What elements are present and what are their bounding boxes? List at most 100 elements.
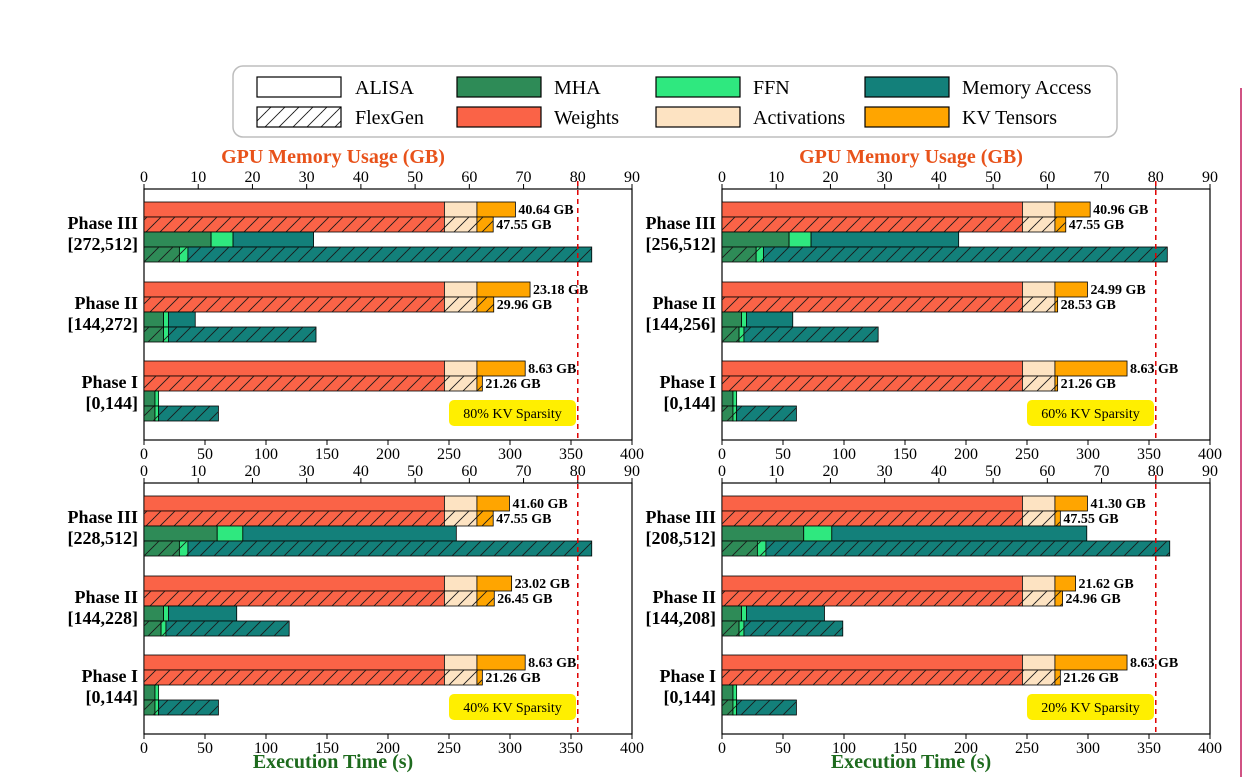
- memory-bar-label: 21.26 GB: [1061, 377, 1116, 392]
- memory-tick-label: 60: [461, 169, 477, 186]
- memory-bar-activations-alisa: [1021, 654, 1056, 671]
- memory-tick-label: 70: [1094, 169, 1110, 186]
- time-bar-hatch: [144, 327, 164, 342]
- time-bar-hatch: [161, 621, 166, 636]
- memory-bar-hatch: [144, 297, 445, 312]
- memory-bar-hatch: [144, 591, 445, 606]
- memory-bar-hatch: [722, 217, 1023, 232]
- memory-tick-label: 80: [1148, 169, 1164, 186]
- memory-bar-hatch: [444, 217, 477, 232]
- time-tick-label: 300: [498, 740, 522, 757]
- memory-bar-hatch: [476, 670, 483, 685]
- memory-tick-label: 40: [353, 463, 369, 480]
- memory-bar-weights-alisa: [721, 654, 1023, 671]
- legend-label: ALISA: [355, 77, 414, 99]
- time-bar-hatch: [187, 247, 592, 262]
- memory-bar-label: 8.63 GB: [528, 362, 576, 377]
- memory-bar-hatch: [444, 297, 477, 312]
- memory-tick-label: 0: [140, 169, 148, 186]
- time-bar-hatch: [732, 406, 737, 421]
- time-bar-mha-alisa: [721, 390, 734, 407]
- time-bar-hatch: [722, 541, 758, 556]
- legend-label: Weights: [554, 107, 619, 129]
- memory-bar-weights-alisa: [143, 360, 445, 377]
- memory-tick-label: 20: [822, 463, 838, 480]
- memory-bar-hatch: [476, 297, 494, 312]
- phase-label: Phase I: [659, 666, 716, 686]
- memory-bar-kv-alisa: [1054, 495, 1088, 512]
- time-bar-hatch: [732, 700, 737, 715]
- memory-axis-title: GPU Memory Usage (GB): [799, 146, 1023, 168]
- memory-bar-hatch: [476, 376, 483, 391]
- memory-bar-weights-alisa: [721, 360, 1023, 377]
- chart-panel-1: 0 10 20 30 40 50 60 70 80 90 GPU Memory Usage (GB)…: [67, 146, 644, 463]
- memory-bar-activations-alisa: [1021, 495, 1056, 512]
- time-bar-memory-access-alisa: [242, 525, 457, 542]
- memory-bar-label: 21.26 GB: [1063, 671, 1118, 686]
- memory-tick-label: 0: [718, 463, 726, 480]
- time-bar-hatch: [154, 406, 159, 421]
- time-bar-memory-access-alisa: [746, 605, 825, 622]
- legend-label: MHA: [554, 77, 601, 99]
- time-bar-hatch: [765, 541, 1170, 556]
- time-tick-label: 50: [197, 446, 213, 463]
- time-bar-hatch: [163, 327, 169, 342]
- memory-tick-label: 80: [570, 169, 586, 186]
- memory-bar-label: 21.62 GB: [1079, 577, 1134, 592]
- phase-label: Phase II: [652, 293, 716, 313]
- memory-bar-activations-alisa: [443, 360, 478, 377]
- phase-label: Phase II: [74, 293, 138, 313]
- time-bar-hatch: [144, 406, 155, 421]
- time-bar-hatch: [736, 406, 797, 421]
- time-tick-label: 100: [832, 446, 856, 463]
- memory-tick-label: 60: [1039, 463, 1055, 480]
- memory-tick-label: 70: [1094, 463, 1110, 480]
- time-bar-hatch: [144, 541, 180, 556]
- memory-tick-label: 0: [718, 169, 726, 186]
- time-bar-memory-access-alisa: [746, 311, 794, 328]
- memory-tick-label: 90: [1202, 463, 1218, 480]
- time-bar-hatch: [743, 327, 879, 342]
- memory-bar-label: 29.96 GB: [497, 298, 552, 313]
- phase-range-label: [144,208]: [646, 608, 717, 628]
- legend-swatch-activations: [655, 106, 741, 128]
- legend-swatch-alisa: [256, 76, 342, 98]
- memory-bar-weights-alisa: [143, 575, 445, 592]
- time-tick-label: 250: [437, 740, 461, 757]
- time-bar-mha-alisa: [721, 525, 805, 542]
- time-bar-hatch: [763, 247, 1168, 262]
- time-bar-hatch: [722, 247, 757, 262]
- memory-bar-weights-alisa: [143, 201, 445, 218]
- memory-tick-label: 30: [877, 463, 893, 480]
- phase-range-label: [256,512]: [646, 234, 717, 254]
- time-bar-hatch: [722, 327, 740, 342]
- phase-label: Phase III: [67, 507, 138, 527]
- phase-label: Phase I: [659, 372, 716, 392]
- time-bar-memory-access-alisa: [831, 525, 1088, 542]
- phase-range-label: [0,144]: [664, 687, 717, 707]
- memory-bar-activations-alisa: [443, 495, 478, 512]
- time-bar-memory-access-alisa: [167, 311, 196, 328]
- memory-bar-weights-alisa: [143, 281, 445, 298]
- time-bar-hatch: [722, 406, 733, 421]
- memory-tick-label: 50: [985, 169, 1001, 186]
- memory-tick-label: 90: [624, 463, 640, 480]
- memory-bar-label: 40.64 GB: [518, 203, 573, 218]
- memory-bar-kv-alisa: [1054, 575, 1076, 592]
- memory-bar-hatch: [444, 376, 477, 391]
- time-tick-label: 200: [954, 740, 978, 757]
- memory-bar-hatch: [144, 511, 445, 526]
- memory-bar-hatch: [476, 591, 495, 606]
- memory-tick-label: 90: [1202, 169, 1218, 186]
- phase-range-label: [0,144]: [86, 687, 139, 707]
- time-tick-label: 250: [1015, 446, 1039, 463]
- phase-range-label: [272,512]: [68, 234, 139, 254]
- memory-tick-label: 80: [1148, 463, 1164, 480]
- time-bar-hatch: [158, 700, 219, 715]
- phase-label: Phase III: [645, 213, 716, 233]
- time-tick-label: 350: [1137, 446, 1161, 463]
- phase-range-label: [0,144]: [664, 393, 717, 413]
- memory-bar-label: 41.30 GB: [1090, 497, 1145, 512]
- memory-tick-label: 30: [299, 463, 315, 480]
